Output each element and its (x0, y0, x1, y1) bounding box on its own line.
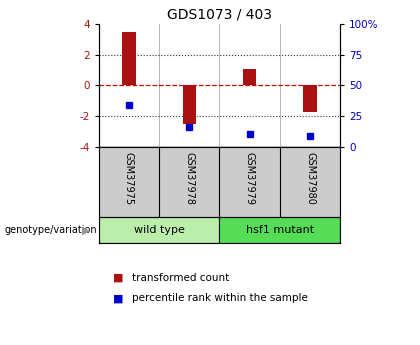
Text: wild type: wild type (134, 225, 184, 235)
Title: GDS1073 / 403: GDS1073 / 403 (167, 8, 272, 22)
Text: hsf1 mutant: hsf1 mutant (246, 225, 314, 235)
Text: GSM37975: GSM37975 (124, 152, 134, 205)
Text: GSM37980: GSM37980 (305, 152, 315, 205)
Text: percentile rank within the sample: percentile rank within the sample (132, 294, 308, 303)
Text: ▶: ▶ (82, 225, 90, 235)
Bar (99, 217, 220, 243)
Text: genotype/variation: genotype/variation (4, 225, 97, 235)
Text: ■: ■ (113, 273, 124, 283)
Text: GSM37979: GSM37979 (244, 152, 255, 205)
Text: ■: ■ (113, 294, 124, 303)
Text: GSM37978: GSM37978 (184, 152, 194, 205)
Bar (183, 85, 196, 124)
Bar (122, 32, 136, 85)
Bar (243, 69, 256, 85)
Bar (220, 217, 340, 243)
Bar (303, 85, 317, 112)
Text: transformed count: transformed count (132, 273, 230, 283)
